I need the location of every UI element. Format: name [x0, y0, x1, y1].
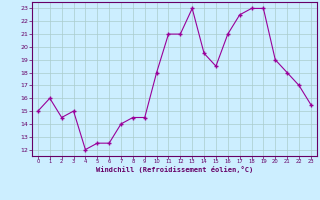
X-axis label: Windchill (Refroidissement éolien,°C): Windchill (Refroidissement éolien,°C): [96, 166, 253, 173]
